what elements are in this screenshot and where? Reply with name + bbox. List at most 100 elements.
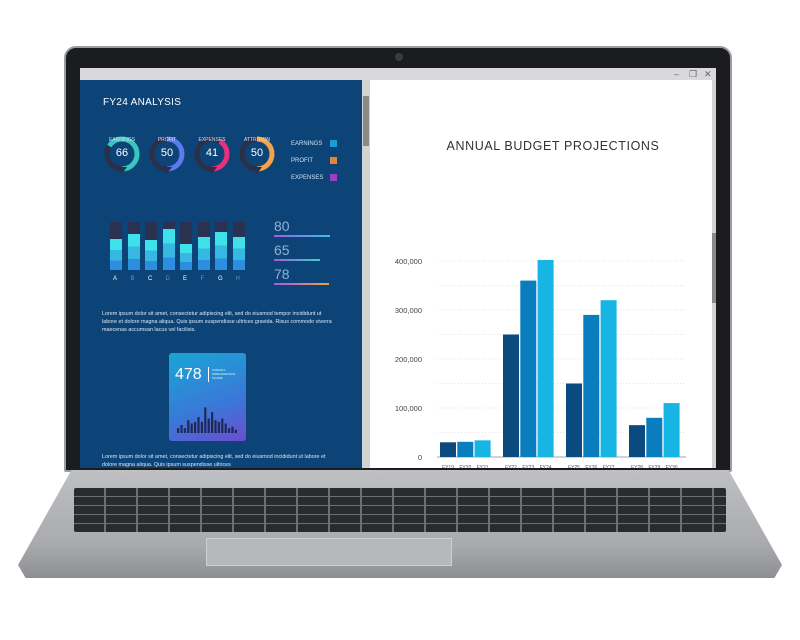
performance-score-card: 478 OVERALL PERFORMANCE SCORE xyxy=(169,353,246,441)
mini-bar-label: G xyxy=(218,276,223,282)
y-tick-label: 0 xyxy=(418,453,422,462)
spark-bar xyxy=(183,428,186,433)
gauge-value: 66 xyxy=(115,147,129,159)
x-tick-label: FY20 xyxy=(459,465,471,468)
right-scrollbar-thumb[interactable] xyxy=(712,233,716,303)
legend-swatch xyxy=(330,140,337,147)
score-value: 478 xyxy=(175,366,202,383)
bar-fy26 xyxy=(583,314,600,457)
mini-bar-fill xyxy=(110,238,122,270)
mini-bar-fill xyxy=(145,240,157,270)
score-label: OVERALL PERFORMANCE SCORE xyxy=(212,368,236,380)
mini-bar-fill xyxy=(197,237,210,270)
mini-bar-fill xyxy=(215,231,227,270)
mini-bar-label: D xyxy=(165,276,170,282)
gauge-attrition: 50 xyxy=(237,134,277,180)
x-tick-label: FY28 xyxy=(631,465,643,468)
x-tick-label: FY30 xyxy=(666,465,678,468)
mini-bar-G xyxy=(215,222,227,270)
mini-bar-label: E xyxy=(183,276,188,282)
x-tick-label: FY21 xyxy=(477,465,489,468)
keyboard-rows xyxy=(74,488,726,532)
chart-title: ANNUAL BUDGET PROJECTIONS xyxy=(447,139,660,153)
spark-bar xyxy=(234,429,237,433)
mini-bar-fill xyxy=(180,243,192,270)
x-tick-label: FY25 xyxy=(568,465,580,468)
gauge-label: EXPENSES xyxy=(198,137,226,143)
x-tick-label: FY23 xyxy=(522,465,534,468)
spark-bar xyxy=(200,421,203,433)
bar-fy22 xyxy=(503,334,519,457)
spark-bar xyxy=(180,425,183,433)
mini-bar-C xyxy=(145,222,157,270)
spark-bar xyxy=(214,420,217,433)
close-button[interactable]: ✕ xyxy=(704,69,712,79)
gauge-ring xyxy=(239,136,275,174)
paragraph: Lorem ipsum dolor sit amet, consectetur … xyxy=(102,311,332,333)
gauge-label: EARNINGS xyxy=(108,137,136,143)
y-tick-label: 200,000 xyxy=(395,355,422,364)
mini-bar-F xyxy=(197,222,210,270)
mini-bar-A xyxy=(110,222,122,270)
mini-bar-fill xyxy=(232,237,245,270)
panel-title: FY24 ANALYSIS xyxy=(103,97,182,108)
legend-swatch xyxy=(330,174,337,181)
x-tick-label: FY26 xyxy=(585,465,597,468)
gauge-value: 41 xyxy=(205,147,219,159)
gauge-expenses: 41 xyxy=(192,134,232,180)
y-tick-label: 100,000 xyxy=(395,404,422,413)
bar-fy28 xyxy=(629,425,645,457)
spark-bar xyxy=(190,423,193,433)
spark-bar xyxy=(217,421,220,433)
legend-swatch xyxy=(330,157,337,164)
legend-label: PROFIT xyxy=(291,158,313,164)
bar-fy25 xyxy=(566,383,582,457)
webcam xyxy=(395,53,403,61)
x-tick-label: FY24 xyxy=(540,465,552,468)
gauge-label: ATTRITION xyxy=(243,137,270,143)
trackpad xyxy=(206,538,452,566)
metric-bar xyxy=(274,235,330,237)
mini-bar-label: C xyxy=(148,276,153,282)
spark-bar xyxy=(194,421,197,433)
bar-fy27 xyxy=(600,300,617,457)
left-scrollbar[interactable] xyxy=(362,80,370,468)
x-tick-label: FY27 xyxy=(603,465,615,468)
spark-bar xyxy=(224,423,227,433)
screen: – ❐ ✕ FY24 ANALYSIS Lorem ipsum dolor si… xyxy=(80,68,716,468)
gauge-earnings: 66 xyxy=(102,134,142,180)
mini-bar-fill xyxy=(127,234,140,270)
bar-fy19 xyxy=(440,442,456,457)
spark-bar xyxy=(177,428,180,433)
mini-bar-fill xyxy=(162,228,175,270)
bar-fy21 xyxy=(474,440,491,457)
left-scrollbar-thumb[interactable] xyxy=(363,96,369,146)
mini-bar-D xyxy=(162,222,175,270)
bar-fy23 xyxy=(520,280,537,457)
divider xyxy=(208,367,209,382)
y-tick-label: 300,000 xyxy=(395,306,422,315)
mini-bar-label: B xyxy=(130,276,135,282)
spark-bar xyxy=(204,407,207,433)
gauge-ring xyxy=(104,136,140,174)
restore-button[interactable]: ❐ xyxy=(689,69,698,79)
mini-bar-label: H xyxy=(235,276,240,282)
bar-fy30 xyxy=(663,403,680,457)
mini-bar-E xyxy=(180,222,192,270)
budget-chart: ANNUAL BUDGET PROJECTIONS 0 100,000 200,00… xyxy=(395,139,686,468)
spark-bar xyxy=(231,426,234,433)
mini-bar-H xyxy=(232,222,245,270)
spark-bar xyxy=(228,428,231,433)
gauge-ring xyxy=(149,136,185,174)
spark-bar xyxy=(187,420,190,433)
x-tick-label: FY22 xyxy=(505,465,517,468)
spark-bar xyxy=(197,417,200,433)
x-tick-label: FY29 xyxy=(648,465,660,468)
y-tick-label: 400,000 xyxy=(395,257,422,266)
gauge-value: 50 xyxy=(160,147,174,159)
mini-bar-label: A xyxy=(113,276,118,282)
metric-bar xyxy=(274,259,320,261)
metric-value: 80 xyxy=(274,218,290,234)
analysis-panel: FY24 ANALYSIS Lorem ipsum dolor sit amet… xyxy=(80,80,362,468)
minimize-button[interactable]: – xyxy=(674,69,680,79)
